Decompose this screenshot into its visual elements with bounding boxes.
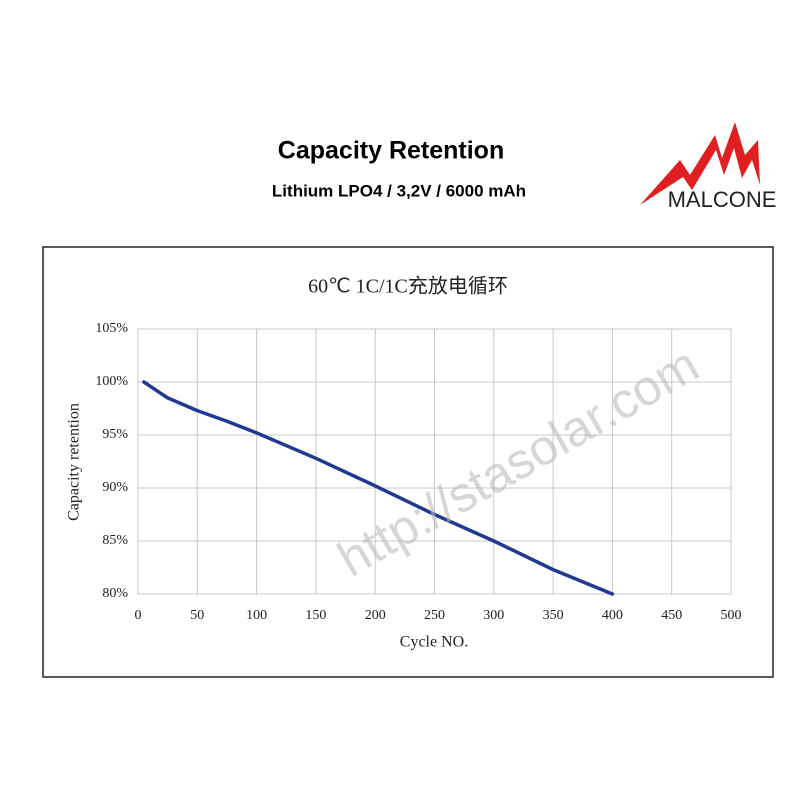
- y-tick-label: 80%: [102, 586, 128, 601]
- x-tick-label: 450: [661, 608, 682, 623]
- x-tick-label: 350: [543, 608, 564, 623]
- x-tick-label: 400: [602, 608, 623, 623]
- x-tick-label: 0: [135, 608, 142, 623]
- page-title: Capacity Retention: [278, 137, 504, 165]
- x-tick-label: 500: [721, 608, 742, 623]
- y-tick-label: 95%: [102, 427, 128, 442]
- data-line: [142, 380, 615, 596]
- x-tick-label: 100: [246, 608, 267, 623]
- logo-text: MALCONE: [668, 187, 777, 212]
- page-subtitle: Lithium LPO4 / 3,2V / 6000 mAh: [272, 181, 526, 200]
- watermark: http://stasolar.com: [328, 336, 707, 587]
- y-tick-label: 105%: [95, 321, 128, 336]
- chart-title: 60℃ 1C/1C充放电循环: [308, 275, 508, 298]
- logo: MALCONE: [640, 122, 776, 212]
- x-axis-label: Cycle NO.: [400, 634, 468, 651]
- y-tick-label: 90%: [102, 480, 128, 495]
- chart-frame: [42, 246, 774, 678]
- y-tick-label: 100%: [95, 374, 128, 389]
- logo-mark: [640, 122, 760, 205]
- x-tick-label: 50: [190, 608, 204, 623]
- plot: 80% 85% 90% 95% 100% 105% 0 50 100 150 200 250 300 35…: [95, 321, 741, 623]
- x-tick-label: 200: [365, 608, 386, 623]
- y-tick-label: 85%: [102, 533, 128, 548]
- x-tick-label: 250: [424, 608, 445, 623]
- y-axis-label: Capacity retention: [66, 403, 83, 521]
- x-tick-label: 300: [483, 608, 504, 623]
- x-tick-label: 150: [305, 608, 326, 623]
